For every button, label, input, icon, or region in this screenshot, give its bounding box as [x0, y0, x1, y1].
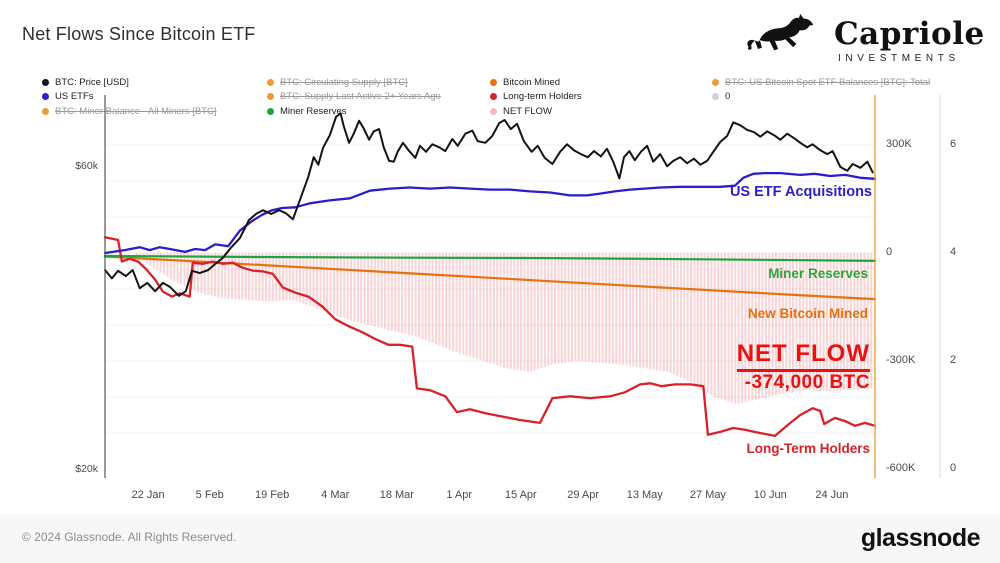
legend-dot-icon [490, 78, 497, 86]
legend-item-label: NET FLOW [503, 105, 552, 117]
series-line-us-etfs [103, 171, 877, 255]
legend-item-btc-us-bitcoin-spot-etf-balances-btc-total[interactable]: BTC: US Bitcoin Spot ETF Balances [BTC]:… [712, 75, 930, 90]
net-flow-annotation-title: NET FLOW [736, 340, 870, 372]
capriole-brand: Capriole INVESTMENTS [742, 6, 985, 68]
brand-subtitle: INVESTMENTS [838, 53, 960, 64]
legend-dot-icon [42, 78, 49, 86]
annotation-new-bitcoin-mined: New Bitcoin Mined [747, 306, 868, 321]
legend-dot-icon [712, 93, 719, 101]
legend-dot-icon [490, 93, 497, 101]
legend-item-btc-circulating-supply-btc[interactable]: BTC: Circulating Supply [BTC] [267, 75, 441, 90]
capriole-horse-logo-icon [747, 13, 814, 51]
legend-item-label: BTC: US Bitcoin Spot ETF Balances [BTC]:… [725, 76, 931, 88]
glassnode-wordmark: glassnode [860, 524, 981, 552]
chart-legend: BTC: Price [USD] US ETFs BTC: Miner Balanc… [0, 75, 1000, 120]
legend-item-long-term-holders[interactable]: Long-term Holders [490, 90, 582, 105]
net-flow-annotation-value: -374,000 BTC [744, 372, 870, 393]
legend-item-label: BTC: Miner Balance - All Miners [BTC] [55, 105, 217, 117]
legend-dot-icon [712, 78, 719, 86]
legend-dot-icon [42, 93, 49, 101]
copyright-text: © 2024 Glassnode. All Rights Reserved. [22, 530, 237, 544]
series-line-miner-reserves [103, 254, 877, 262]
page-title: Net Flows Since Bitcoin ETF [22, 24, 256, 44]
legend-item-bitcoin-mined[interactable]: Bitcoin Mined [490, 75, 582, 90]
legend-item-label: US ETFs [55, 91, 94, 103]
series-line-btc-price-usd [104, 112, 874, 297]
footer-band [0, 514, 1000, 563]
legend-item-label: 0 [725, 91, 731, 103]
legend-dot-icon [490, 107, 497, 115]
brand-name: Capriole [834, 16, 985, 52]
legend-dot-icon [267, 78, 274, 86]
annotation-us-etf-acquisitions: US ETF Acquisitions [729, 184, 872, 200]
legend-item-btc-miner-balance-all-miners-btc[interactable]: BTC: Miner Balance - All Miners [BTC] [42, 104, 217, 119]
legend-dot-icon [42, 107, 49, 115]
legend-column-1: BTC: Price [USD] US ETFs BTC: Miner Balanc… [42, 75, 217, 119]
legend-dot-icon [267, 93, 274, 101]
legend-item-label: BTC: Price [USD] [55, 76, 129, 88]
legend-item-label: BTC: Circulating Supply [BTC] [280, 76, 408, 88]
legend-item-btc-price-usd[interactable]: BTC: Price [USD] [42, 75, 217, 90]
legend-item-btc-supply-last-active-2-years-ago[interactable]: BTC: Supply Last Active 2+ Years Ago [267, 90, 441, 105]
legend-item-net-flow[interactable]: NET FLOW [490, 104, 582, 119]
legend-item-us-etfs[interactable]: US ETFs [42, 90, 217, 105]
annotation-long-term-holders: Long-Term Holders [746, 441, 870, 456]
legend-item-label: Long-term Holders [503, 91, 582, 103]
legend-item-miner-reserves[interactable]: Miner Reserves [267, 104, 441, 119]
legend-column-2: BTC: Circulating Supply [BTC] BTC: Supply… [267, 75, 441, 119]
legend-column-3: Bitcoin Mined Long-term Holders NET FLOW [490, 75, 582, 119]
annotation-miner-reserves: Miner Reserves [768, 266, 868, 281]
legend-dot-icon [267, 107, 274, 115]
legend-item-label: Bitcoin Mined [503, 76, 561, 88]
legend-item-label: Miner Reserves [280, 105, 347, 117]
legend-column-4: BTC: US Bitcoin Spot ETF Balances [BTC]:… [712, 75, 930, 104]
series-line-long-term-holders [103, 236, 877, 438]
legend-item-0[interactable]: 0 [712, 90, 930, 105]
legend-item-label: BTC: Supply Last Active 2+ Years Ago [280, 91, 441, 103]
